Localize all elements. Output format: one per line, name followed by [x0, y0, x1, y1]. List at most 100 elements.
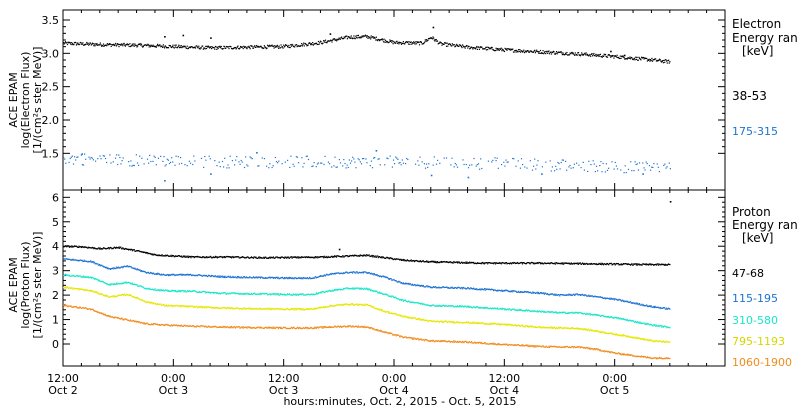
- proton-data-point: [227, 306, 229, 309]
- proton-data-point: [324, 291, 327, 293]
- electron-data-point: [656, 60, 658, 62]
- proton-data-point: [68, 258, 70, 260]
- electron-data-point: [172, 161, 174, 163]
- proton-data-point: [319, 275, 321, 277]
- proton-data-point: [214, 275, 216, 277]
- proton-data-point: [633, 302, 635, 304]
- electron-data-point: [306, 155, 308, 157]
- proton-data-point: [156, 289, 158, 291]
- electron-data-point: [71, 44, 73, 46]
- proton-data-point: [269, 276, 271, 278]
- proton-data-point: [291, 257, 293, 259]
- proton-data-point: [98, 247, 100, 249]
- proton-data-point: [587, 263, 589, 265]
- electron-data-point: [115, 45, 117, 47]
- electron-data-point: [228, 48, 230, 50]
- electron-data-point: [310, 43, 312, 45]
- proton-data-point: [624, 319, 626, 321]
- proton-data-point: [460, 288, 462, 290]
- electron-data-point: [301, 157, 303, 159]
- electron-data-point: [572, 53, 574, 55]
- electron-data-point: [302, 44, 304, 46]
- proton-data-point: [320, 256, 322, 258]
- proton-data-point: [263, 293, 265, 295]
- electron-data-point: [70, 43, 72, 45]
- proton-data-point: [563, 262, 565, 264]
- proton-data-point: [514, 262, 516, 265]
- proton-data-point: [560, 293, 562, 296]
- electron-data-point: [125, 44, 127, 46]
- proton-data-point: [70, 259, 72, 261]
- proton-data-point: [514, 309, 516, 311]
- electron-data-point: [663, 164, 665, 166]
- proton-data-point: [249, 308, 251, 310]
- electron-data-point: [218, 161, 220, 163]
- proton-data-point: [178, 290, 181, 292]
- proton-data-point: [290, 276, 292, 279]
- electron-data-point: [129, 165, 131, 167]
- electron-data-point: [345, 167, 347, 169]
- proton-data-point: [184, 290, 186, 292]
- proton-data-point: [100, 280, 102, 282]
- proton-data-point: [371, 256, 374, 258]
- electron-data-point: [371, 37, 373, 39]
- electron-data-point: [116, 154, 118, 156]
- proton-data-point: [94, 247, 96, 249]
- proton-data-point: [297, 294, 300, 296]
- proton-data-point: [457, 321, 459, 324]
- proton-data-point: [231, 257, 233, 259]
- proton-data-point: [501, 262, 504, 264]
- proton-data-point: [288, 278, 290, 280]
- proton-data-point: [166, 273, 168, 276]
- electron-data-point: [353, 158, 355, 160]
- proton-data-point: [661, 263, 663, 266]
- proton-data-point: [609, 316, 611, 318]
- proton-data-point: [521, 262, 523, 264]
- proton-data-point: [527, 291, 529, 293]
- electron-data-point: [523, 49, 525, 51]
- proton-data-point: [207, 274, 209, 276]
- proton-data-point: [287, 256, 289, 258]
- proton-data-point: [296, 307, 298, 309]
- proton-data-point: [407, 317, 409, 319]
- electron-data-point: [648, 165, 651, 167]
- proton-data-point: [209, 306, 211, 308]
- proton-data-point: [655, 325, 657, 327]
- proton-data-point: [169, 290, 171, 292]
- proton-data-point: [104, 266, 106, 268]
- proton-data-point: [567, 263, 569, 265]
- proton-data-point: [628, 320, 630, 322]
- proton-data-point: [147, 301, 149, 303]
- proton-data-point: [131, 249, 133, 251]
- proton-data-point: [545, 263, 547, 265]
- proton-data-point: [315, 292, 318, 294]
- proton-data-point: [618, 318, 620, 320]
- electron-data-point: [416, 41, 418, 43]
- proton-data-point: [409, 260, 412, 262]
- proton-data-point: [131, 283, 133, 285]
- proton-data-point: [659, 263, 661, 265]
- proton-data-point: [559, 263, 561, 265]
- proton-data-point: [243, 308, 245, 310]
- electron-data-point: [245, 156, 247, 158]
- proton-data-point: [610, 262, 612, 265]
- proton-data-point: [223, 276, 226, 279]
- electron-data-point: [556, 168, 558, 170]
- electron-data-point: [272, 165, 274, 167]
- proton-data-point: [258, 276, 260, 278]
- proton-data-point: [389, 312, 391, 315]
- proton-data-point: [135, 284, 137, 286]
- proton-data-point: [115, 268, 117, 270]
- electron-data-point: [384, 164, 386, 166]
- proton-data-point: [216, 256, 218, 258]
- proton-data-point: [189, 306, 191, 308]
- proton-data-point: [238, 276, 240, 278]
- electron-data-point: [104, 44, 106, 46]
- proton-data-point: [545, 311, 547, 313]
- electron-data-point: [599, 53, 601, 55]
- proton-data-point: [119, 283, 121, 285]
- electron-data-point: [635, 56, 637, 58]
- proton-data-point: [553, 263, 555, 265]
- proton-data-point: [251, 307, 253, 309]
- proton-data-point: [448, 261, 450, 263]
